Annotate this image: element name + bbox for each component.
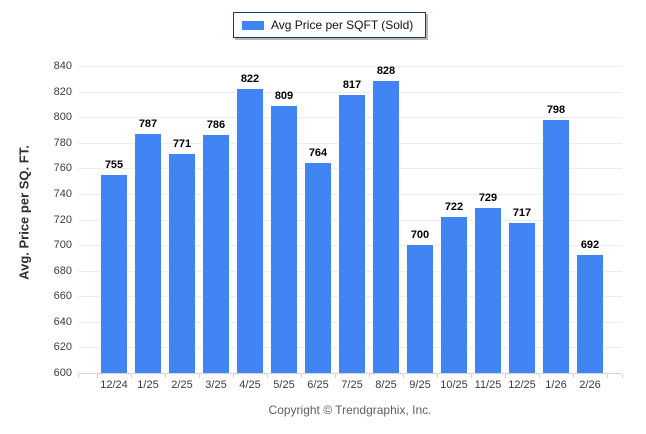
- y-axis-title: Avg. Price per SQ. FT.: [16, 145, 32, 280]
- y-axis-tick-label: 700: [53, 239, 72, 251]
- x-axis-tick-mark: [369, 374, 370, 378]
- x-axis-tick-mark: [97, 374, 98, 378]
- x-axis-tick-label: 9/25: [409, 379, 431, 391]
- bar-12/25: [509, 223, 535, 373]
- y-axis-tick-label: 660: [53, 290, 72, 302]
- gridline: [78, 92, 622, 93]
- x-axis-tick-mark: [131, 374, 132, 378]
- bar-value-label: 787: [138, 117, 158, 130]
- y-axis-tick-label: 620: [53, 341, 72, 353]
- x-axis-tick-label: 10/25: [440, 379, 468, 391]
- y-axis-tick-label: 640: [53, 316, 72, 328]
- bar-value-label: 822: [240, 73, 260, 86]
- x-axis-tick-mark: [505, 374, 506, 378]
- x-axis-tick-mark: [607, 374, 608, 378]
- bar-value-label: 729: [478, 191, 498, 204]
- legend-label: Avg Price per SQFT (Sold): [271, 18, 414, 32]
- x-axis-tick-mark: [335, 374, 336, 378]
- bar-value-label: 764: [308, 147, 328, 160]
- y-axis-tick-label: 820: [53, 86, 72, 98]
- bar-value-label: 692: [580, 239, 600, 252]
- legend-swatch-icon: [242, 20, 264, 30]
- gridline: [78, 373, 622, 374]
- bar-1/26: [543, 119, 569, 373]
- x-axis-tick-mark: [165, 374, 166, 378]
- bar-value-label: 722: [444, 200, 464, 213]
- bar-value-label: 809: [274, 89, 294, 102]
- x-axis-tick-mark: [78, 374, 79, 378]
- x-axis-tick-mark: [233, 374, 234, 378]
- y-axis-tick-label: 780: [53, 137, 72, 149]
- bar-2/26: [577, 255, 603, 373]
- copyright-text: Copyright © Trendgraphix, Inc.: [268, 403, 432, 417]
- bar-value-label: 700: [410, 229, 430, 242]
- bar-7/25: [339, 95, 365, 373]
- bar-5/25: [271, 105, 297, 373]
- x-axis-tick-label: 6/25: [307, 379, 329, 391]
- bar-3/25: [203, 135, 229, 373]
- y-axis-tick-label: 600: [53, 367, 72, 379]
- y-axis-tick-label: 800: [53, 111, 72, 123]
- bar-6/25: [305, 163, 331, 373]
- gridline: [78, 66, 622, 67]
- x-axis-tick-label: 7/25: [341, 379, 363, 391]
- x-axis-tick-mark: [573, 374, 574, 378]
- y-axis-tick-label: 740: [53, 188, 72, 200]
- y-axis-tick-label: 840: [53, 60, 72, 72]
- x-axis-tick-label: 2/25: [171, 379, 193, 391]
- x-axis-tick-label: 5/25: [273, 379, 295, 391]
- x-axis-tick-label: 12/24: [100, 379, 128, 391]
- bar-12/24: [101, 174, 127, 373]
- legend: Avg Price per SQFT (Sold): [233, 12, 427, 38]
- bar-value-label: 717: [512, 207, 532, 220]
- y-axis-tick-label: 760: [53, 162, 72, 174]
- x-axis-tick-mark: [539, 374, 540, 378]
- bar-value-label: 798: [546, 103, 566, 116]
- x-axis-tick-label: 2/26: [579, 379, 601, 391]
- x-axis-tick-label: 3/25: [205, 379, 227, 391]
- bar-9/25: [407, 245, 433, 373]
- x-axis-tick-label: 11/25: [474, 379, 502, 391]
- bar-4/25: [237, 89, 263, 373]
- x-axis-tick-mark: [622, 374, 623, 378]
- bar-10/25: [441, 216, 467, 373]
- x-axis-tick-mark: [437, 374, 438, 378]
- x-axis-tick-mark: [471, 374, 472, 378]
- x-axis-tick-label: 12/25: [508, 379, 536, 391]
- y-axis-tick-label: 720: [53, 214, 72, 226]
- y-axis-tick-label: 680: [53, 265, 72, 277]
- bar-value-label: 786: [206, 119, 226, 132]
- x-axis-tick-mark: [403, 374, 404, 378]
- x-axis-tick-mark: [267, 374, 268, 378]
- x-axis-tick-label: 1/25: [137, 379, 159, 391]
- bar-2/25: [169, 154, 195, 373]
- bar-value-label: 771: [172, 138, 192, 151]
- x-axis-tick-mark: [199, 374, 200, 378]
- x-axis-tick-label: 4/25: [239, 379, 261, 391]
- x-axis-tick-label: 8/25: [375, 379, 397, 391]
- bar-8/25: [373, 81, 399, 373]
- x-axis-tick-label: 1/26: [545, 379, 567, 391]
- bar-1/25: [135, 133, 161, 373]
- bar-11/25: [475, 207, 501, 373]
- bar-value-label: 828: [376, 65, 396, 78]
- x-axis-tick-mark: [301, 374, 302, 378]
- bar-value-label: 755: [104, 158, 124, 171]
- bar-value-label: 817: [342, 79, 362, 92]
